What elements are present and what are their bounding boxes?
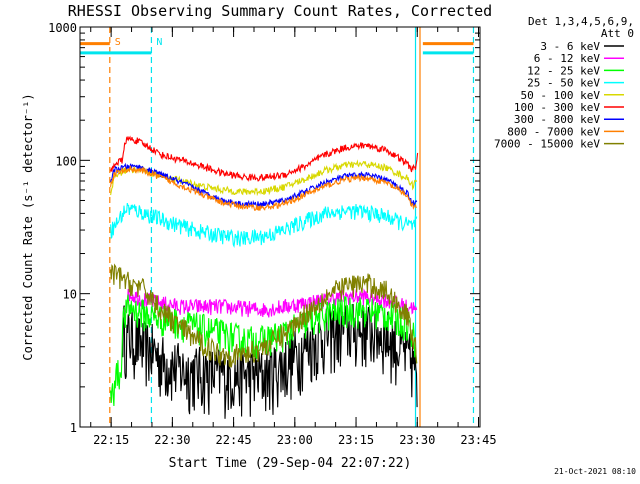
- legend-header-attenuator: Att 0: [601, 27, 634, 40]
- legend-label: 300 - 800 keV: [514, 113, 600, 126]
- footer-date: 21-Oct-2021 08:10: [554, 467, 636, 476]
- legend-header-detectors: Det 1,3,4,5,6,9,: [528, 15, 634, 28]
- y-axis-label: Corrected Count Rate (s⁻¹ detector⁻¹): [21, 93, 35, 360]
- series-lines: [110, 135, 419, 419]
- x-tick-label: 23:00: [277, 433, 313, 447]
- legend-label: 12 - 25 keV: [527, 64, 600, 77]
- y-tick-label: 100: [55, 154, 77, 168]
- series-line-3: [110, 202, 418, 248]
- series-line-1: [122, 288, 418, 318]
- legend-label: 100 - 300 keV: [514, 101, 600, 114]
- chart-title: RHESSI Observing Summary Count Rates, Co…: [68, 2, 492, 20]
- x-tick-label: 23:30: [399, 433, 435, 447]
- legend-label: 50 - 100 keV: [521, 89, 601, 102]
- x-tick-label: 22:15: [93, 433, 129, 447]
- legend-label: 7000 - 15000 keV: [494, 138, 600, 151]
- legend-label: 3 - 6 keV: [540, 40, 600, 53]
- legend-label: 25 - 50 keV: [527, 77, 600, 90]
- series-line-7: [110, 165, 417, 211]
- x-axis-label: Start Time (29-Sep-04 22:07:22): [169, 456, 412, 471]
- legend-label: 6 - 12 keV: [534, 52, 601, 65]
- y-tick-label: 10: [63, 288, 77, 302]
- x-tick-label: 22:30: [154, 433, 190, 447]
- plot-frame: [79, 26, 481, 428]
- x-tick-label: 22:45: [216, 433, 252, 447]
- marker-label-n: N: [156, 37, 162, 48]
- y-tick-label: 1000: [48, 21, 77, 35]
- series-line-0: [122, 303, 418, 419]
- series-line-6: [110, 162, 418, 208]
- marker-label-s: S: [115, 37, 121, 48]
- x-tick-label: 23:15: [338, 433, 374, 447]
- series-line-8: [110, 263, 418, 368]
- legend-label: 800 - 7000 keV: [507, 125, 600, 138]
- axes: 1 10 100 1000 22:15 22:30 22:45 23:00 23:15 23:30…: [48, 21, 496, 447]
- series-line-5: [110, 135, 419, 183]
- y-tick-label: 1: [70, 421, 77, 435]
- x-tick-label: 23:45: [460, 433, 496, 447]
